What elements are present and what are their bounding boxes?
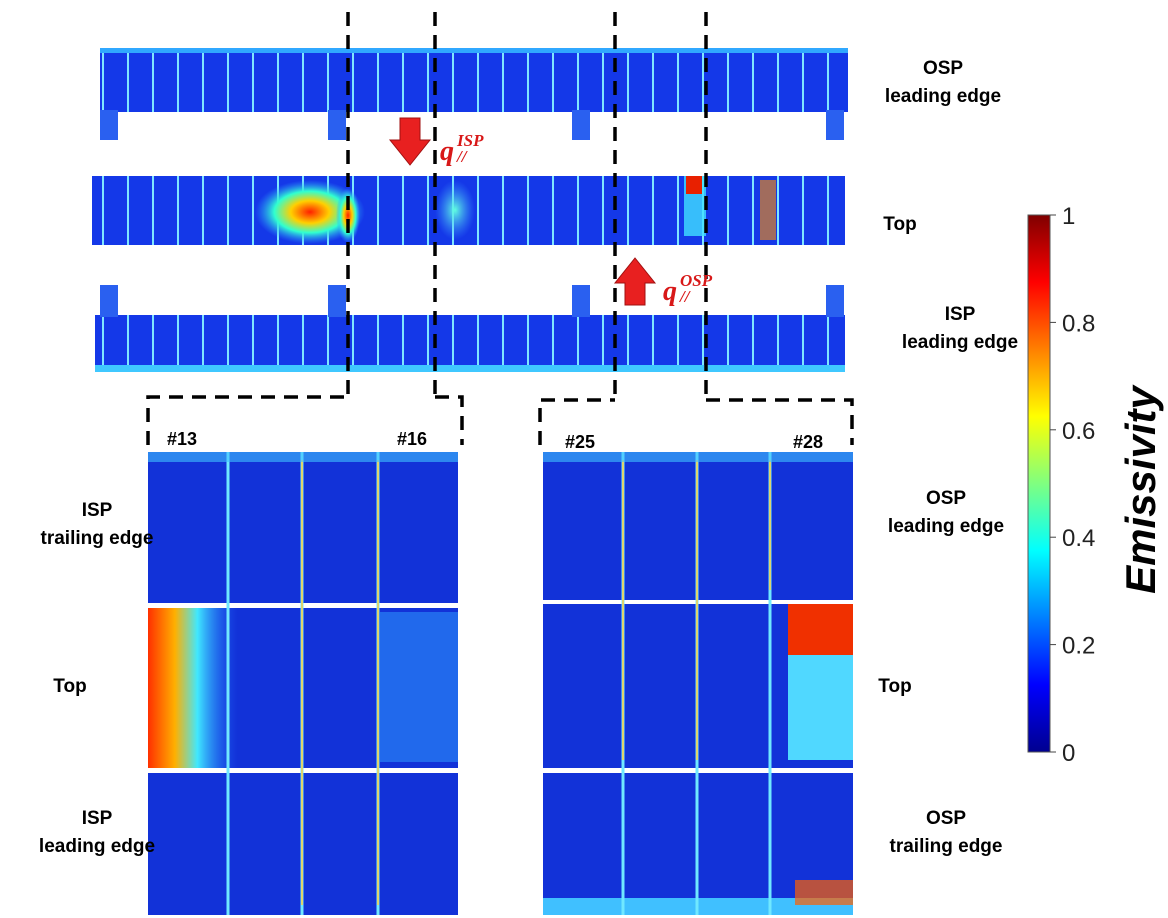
colorbar-tick-label: 0.6	[1062, 418, 1095, 445]
panel-label: trailing edge	[890, 836, 1003, 857]
panel-label: leading edge	[885, 86, 1001, 107]
tile-number: #16	[397, 429, 427, 449]
panel-label: OSP	[923, 58, 963, 79]
panel-label: leading edge	[888, 516, 1004, 537]
zoom-panels	[148, 452, 853, 915]
arrow	[613, 257, 657, 306]
tile-number: #13	[167, 429, 197, 449]
flux-symbol: q	[440, 136, 454, 167]
top-strips	[92, 48, 848, 372]
colorbar-tick-label: 0	[1062, 740, 1075, 767]
panel-label: leading edge	[902, 332, 1018, 353]
tile-number: #28	[793, 432, 823, 452]
flux-subscript: //	[678, 287, 692, 306]
panel-label: leading edge	[39, 836, 155, 857]
tile-number: #25	[565, 432, 595, 452]
colorbar-tick-label: 0.8	[1062, 310, 1095, 337]
guides	[146, 12, 854, 445]
flux-superscript: OSP	[680, 271, 713, 290]
arrow	[388, 117, 432, 166]
panel-label: OSP	[926, 808, 966, 829]
colorbar-tick-label: 1	[1062, 203, 1075, 230]
panel-label: ISP	[82, 500, 113, 521]
colorbar-tick-label: 0.4	[1062, 525, 1095, 552]
colorbar	[1027, 214, 1051, 753]
panel-label: trailing edge	[41, 528, 154, 549]
flux-superscript: ISP	[456, 131, 484, 150]
colorbar-tick-label: 0.2	[1062, 633, 1095, 660]
colorbar-label: Emissivity	[1117, 383, 1164, 593]
panel-label: Top	[878, 676, 911, 697]
panel-label: OSP	[926, 488, 966, 509]
flux-subscript: //	[455, 147, 469, 166]
panel-label: ISP	[82, 808, 113, 829]
flux-symbol: q	[663, 276, 677, 307]
panel-label: Top	[53, 676, 86, 697]
panel-label: ISP	[945, 304, 976, 325]
panel-label: Top	[883, 214, 916, 235]
